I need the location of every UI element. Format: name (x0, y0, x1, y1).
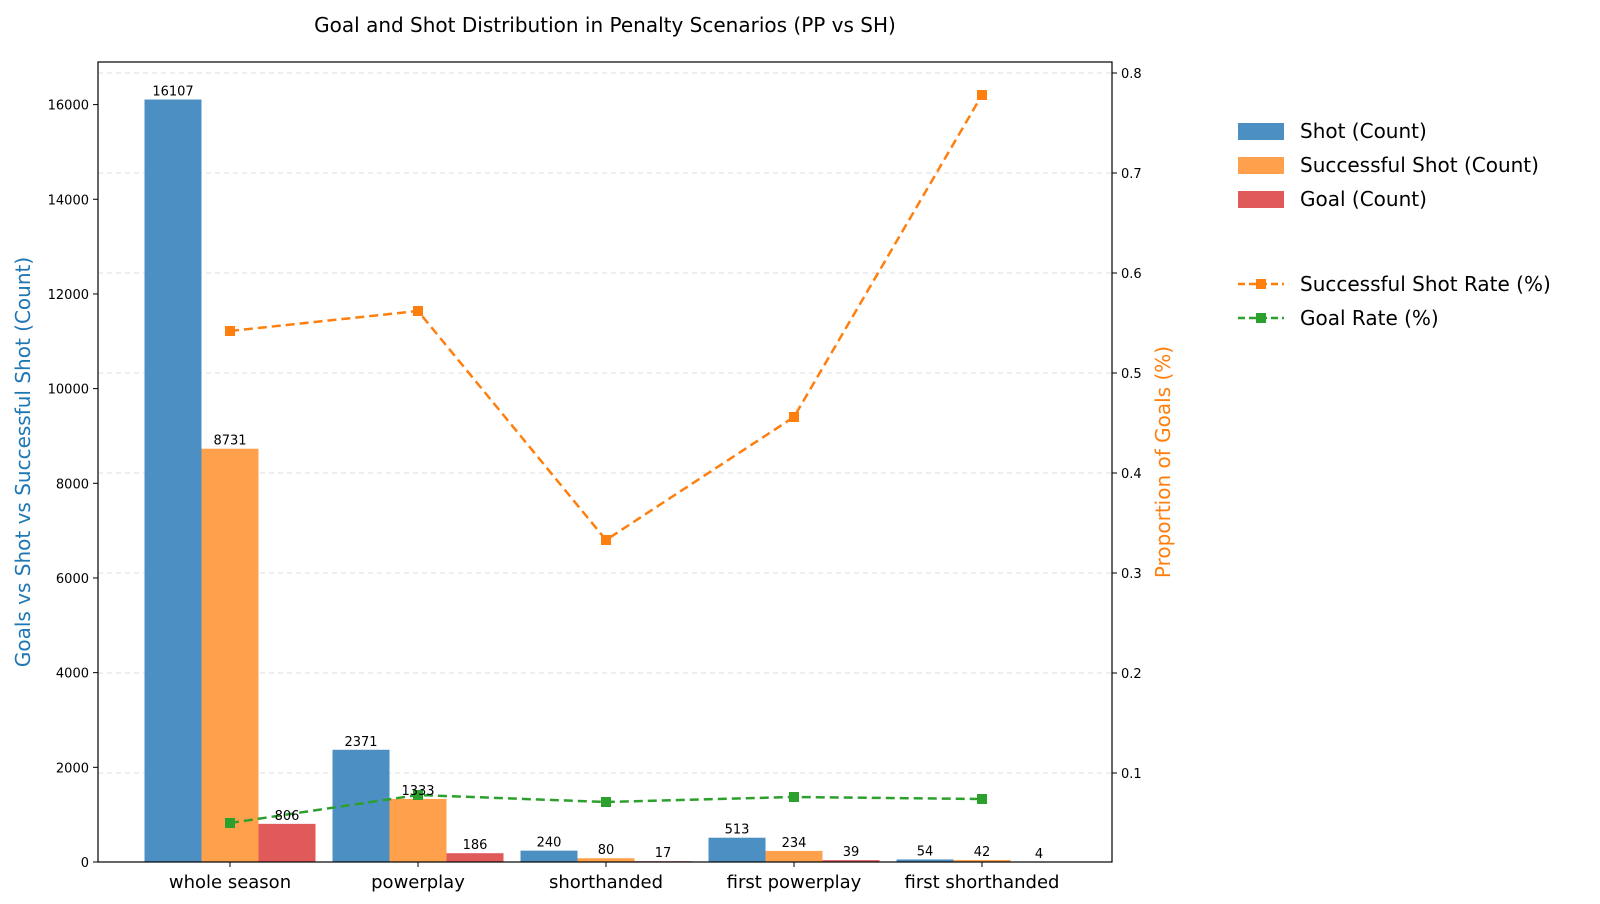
left-tick-label: 16000 (48, 99, 89, 114)
bar-data-label: 2371 (344, 735, 377, 750)
legend-marker (1256, 279, 1266, 289)
right-tick-label: 0.1 (1121, 767, 1142, 782)
x-tick-label: whole season (169, 872, 291, 893)
legend-swatch (1238, 191, 1284, 208)
legend: Shot (Count) Successful Shot (Count) Goal … (1238, 119, 1551, 330)
line-point (601, 535, 611, 545)
x-tick-label: first shorthanded (905, 872, 1060, 893)
left-tick-label: 14000 (48, 193, 89, 208)
bar-data-label: 513 (725, 823, 750, 838)
right-tick-label: 0.2 (1121, 667, 1142, 682)
bar (259, 824, 316, 862)
legend-marker (1256, 313, 1266, 323)
bar (145, 100, 202, 862)
x-tick-label: first powerplay (727, 872, 862, 893)
line-point (789, 412, 799, 422)
bar-data-label: 240 (537, 836, 562, 851)
left-tick-label: 10000 (48, 383, 89, 398)
left-tick-label: 8000 (56, 477, 89, 492)
bar-data-label: 42 (974, 845, 991, 860)
right-tick-label: 0.3 (1121, 567, 1142, 582)
legend-swatch (1238, 123, 1284, 140)
bar-data-label: 17 (655, 846, 672, 861)
left-tick-label: 2000 (56, 761, 89, 776)
left-tick-label: 6000 (56, 572, 89, 587)
legend-label: Goal (Count) (1300, 187, 1427, 211)
bar (447, 853, 504, 862)
right-tick-label: 0.5 (1121, 367, 1142, 382)
right-tick-label: 0.4 (1121, 467, 1142, 482)
right-tick-label: 0.7 (1121, 167, 1142, 182)
bar (202, 449, 259, 862)
bar-data-label: 186 (463, 838, 488, 853)
bar-data-label: 806 (275, 809, 300, 824)
bar-data-label: 4 (1035, 847, 1043, 862)
bar-data-label: 54 (917, 844, 934, 859)
lines-layer (225, 90, 987, 828)
bars-layer (145, 100, 1068, 862)
left-tick-label: 12000 (48, 288, 89, 303)
right-tick-label: 0.8 (1121, 67, 1142, 82)
bar-data-label: 80 (598, 843, 615, 858)
line-point (225, 818, 235, 828)
bar (709, 838, 766, 862)
legend-swatch (1238, 157, 1284, 174)
legend-label: Successful Shot Rate (%) (1300, 272, 1551, 296)
bar-data-label: 234 (782, 836, 807, 851)
left-tick-label: 4000 (56, 667, 89, 682)
line-point (789, 792, 799, 802)
y2-axis-title: Proportion of Goals (%) (1151, 346, 1175, 578)
line-point (977, 90, 987, 100)
bar-data-label: 39 (843, 845, 860, 860)
line-point (225, 326, 235, 336)
legend-label: Shot (Count) (1300, 119, 1427, 143)
bar-data-label: 1333 (401, 784, 434, 799)
left-tick-label: 0 (81, 856, 89, 871)
bar (766, 851, 823, 862)
line-point (601, 797, 611, 807)
right-tick-label: 0.6 (1121, 267, 1142, 282)
bar (521, 851, 578, 862)
bar (390, 799, 447, 862)
chart-title: Goal and Shot Distribution in Penalty Sc… (314, 13, 896, 37)
line-point (977, 794, 987, 804)
bar-data-label: 8731 (213, 434, 246, 449)
x-tick-label: powerplay (371, 872, 465, 893)
x-tick-label: shorthanded (549, 872, 663, 893)
bar-data-label: 16107 (152, 85, 193, 100)
legend-label: Successful Shot (Count) (1300, 153, 1539, 177)
y-axis-title: Goals vs Shot vs Successful Shot (Count) (11, 257, 35, 667)
line-point (413, 306, 423, 316)
legend-label: Goal Rate (%) (1300, 306, 1439, 330)
